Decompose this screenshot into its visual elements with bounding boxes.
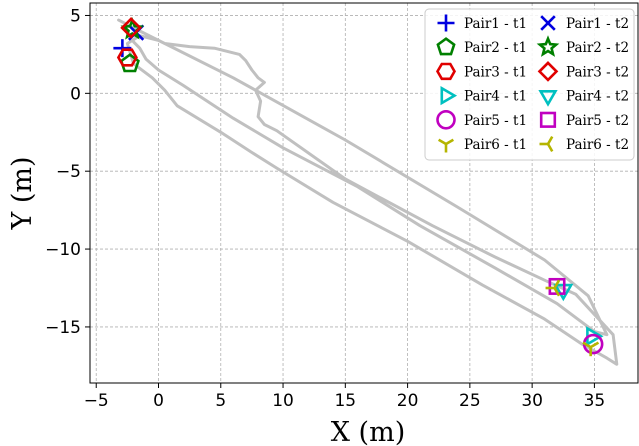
point-plus xyxy=(113,39,132,58)
legend-label: Pair2 - t1 xyxy=(464,40,527,56)
legend-marker-pentagon xyxy=(436,37,456,56)
y-tick-label: 0 xyxy=(70,84,81,104)
y-tick-label: −15 xyxy=(45,318,81,338)
legend-marker-plus xyxy=(437,14,455,32)
y-tick-label: −10 xyxy=(45,240,81,260)
legend-label: Pair3 - t2 xyxy=(566,64,629,80)
legend: Pair1 - t1 Pair1 - t2 Pair2 - t1 Pair2 - t2… xyxy=(424,8,635,161)
marker-layer xyxy=(113,17,604,357)
legend-label: Pair5 - t1 xyxy=(464,113,527,129)
legend-label: Pair2 - t2 xyxy=(566,40,629,56)
legend-entry: Pair5 - t1 xyxy=(436,110,527,130)
y-axis-label: Y (m) xyxy=(7,156,38,230)
legend-label: Pair1 - t1 xyxy=(464,16,527,32)
legend-label: Pair5 - t2 xyxy=(566,113,629,129)
legend-label: Pair4 - t2 xyxy=(566,89,629,105)
legend-entry: Pair6 - t1 xyxy=(437,137,527,153)
y-axis: 5 0 −5 −10 −15 xyxy=(45,6,90,338)
point-pentagon xyxy=(119,53,140,73)
legend-marker-tri-left xyxy=(539,135,554,153)
legend-entry: Pair2 - t2 xyxy=(536,35,629,57)
legend-label: Pair1 - t2 xyxy=(566,16,629,32)
legend-entry: Pair5 - t2 xyxy=(539,111,629,129)
x-tick-label: 15 xyxy=(334,391,356,411)
x-tick-label: 35 xyxy=(584,391,606,411)
legend-marker-circle xyxy=(436,110,456,130)
legend-marker-star xyxy=(536,35,560,57)
legend-marker-hexagon xyxy=(435,62,456,81)
point-tri-left xyxy=(545,279,561,297)
y-tick-label: 5 xyxy=(70,6,81,26)
point-diamond xyxy=(120,17,142,39)
legend-entry: Pair3 - t1 xyxy=(435,62,527,81)
legend-marker-triangle-down xyxy=(538,90,558,107)
legend-label: Pair3 - t1 xyxy=(464,64,527,80)
x-tick-label: 20 xyxy=(397,391,419,411)
legend-marker-x xyxy=(540,15,556,31)
point-hexagon xyxy=(116,48,138,67)
trajectory-line xyxy=(117,18,619,366)
x-axis: −5 0 5 10 15 20 25 30 35 xyxy=(84,383,606,411)
x-tick-label: 0 xyxy=(153,391,164,411)
x-tick-label: 10 xyxy=(272,391,294,411)
legend-entry: Pair1 - t2 xyxy=(540,15,629,32)
legend-marker-diamond xyxy=(537,61,559,82)
legend-label: Pair4 - t1 xyxy=(464,89,527,105)
legend-entry: Pair1 - t1 xyxy=(437,14,527,32)
x-tick-label: −5 xyxy=(84,391,109,411)
x-tick-label: 25 xyxy=(459,391,481,411)
point-tri-down xyxy=(582,341,600,357)
legend-marker-triangle-right xyxy=(440,85,458,106)
legend-label: Pair6 - t2 xyxy=(566,137,629,153)
legend-entry: Pair4 - t1 xyxy=(440,85,527,106)
legend-entry: Pair4 - t2 xyxy=(538,89,629,107)
x-tick-label: 30 xyxy=(521,391,543,411)
legend-marker-tri-down xyxy=(437,138,455,153)
plot-frame xyxy=(89,2,639,384)
legend-box xyxy=(424,8,635,161)
legend-entry: Pair3 - t2 xyxy=(537,61,629,82)
legend-label: Pair6 - t1 xyxy=(464,137,527,153)
legend-entry: Pair2 - t1 xyxy=(436,37,527,56)
legend-entry: Pair6 - t2 xyxy=(539,135,629,153)
legend-marker-square xyxy=(539,111,557,128)
x-tick-label: 5 xyxy=(215,391,226,411)
trajectory-layer xyxy=(117,18,619,366)
y-tick-label: −5 xyxy=(56,162,81,182)
x-axis-label: X (m) xyxy=(331,417,405,446)
